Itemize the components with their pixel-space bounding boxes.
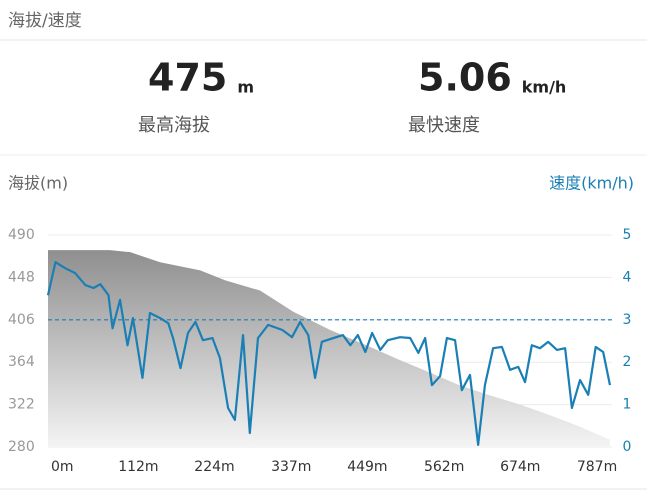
y-tick-label: 490 xyxy=(8,227,35,243)
y2-tick-label: 1 xyxy=(623,397,632,413)
x-tick-label: 449m xyxy=(347,459,387,475)
y2-axis-label: 速度(km/h) xyxy=(549,174,634,193)
y2-tick-label: 3 xyxy=(623,312,632,328)
x-tick-label: 787m xyxy=(577,459,617,475)
y2-tick-label: 5 xyxy=(623,227,632,243)
x-tick-label: 562m xyxy=(424,459,464,475)
stat-value: 5.06 xyxy=(418,56,512,100)
x-tick-label: 224m xyxy=(194,459,234,475)
stat-label: 最高海拔 xyxy=(138,115,210,136)
y-tick-label: 364 xyxy=(8,354,35,370)
y2-tick-label: 0 xyxy=(623,439,632,455)
header-title: 海拔/速度 xyxy=(8,11,82,31)
stat-unit: m xyxy=(237,78,254,97)
x-tick-label: 0m xyxy=(51,459,74,475)
y-tick-label: 406 xyxy=(8,312,35,328)
x-tick-label: 112m xyxy=(118,459,158,475)
y-tick-label: 322 xyxy=(8,397,35,413)
y-tick-label: 448 xyxy=(8,269,35,285)
y2-tick-label: 4 xyxy=(623,269,632,285)
stat-label: 最快速度 xyxy=(408,115,480,136)
x-tick-label: 337m xyxy=(271,459,311,475)
stats: 475 m 最高海拔 5.06 km/h 最快速度 xyxy=(138,56,566,137)
elevation-area xyxy=(48,250,610,447)
stat-value: 475 xyxy=(148,56,227,100)
y-tick-label: 280 xyxy=(8,439,35,455)
plot: 280 322 364 406 448 490 0 1 2 3 4 5 0m 112m 224m 337m 44… xyxy=(8,227,632,475)
speed-line xyxy=(46,261,612,446)
stat-unit: km/h xyxy=(522,78,567,97)
x-tick-label: 674m xyxy=(500,459,540,475)
y-axis-label: 海拔(m) xyxy=(8,174,68,193)
y2-tick-label: 2 xyxy=(623,354,632,370)
